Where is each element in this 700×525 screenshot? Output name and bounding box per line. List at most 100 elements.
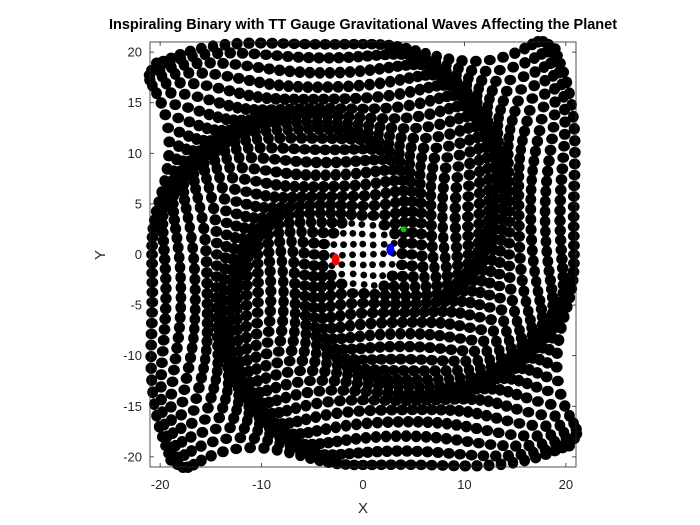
lattice-point (260, 360, 272, 372)
lattice-point (189, 313, 201, 326)
y-tick-label: -5 (130, 298, 142, 313)
lattice-point (404, 459, 417, 470)
lattice-point (302, 426, 315, 439)
lattice-point (391, 445, 403, 457)
lattice-point (514, 252, 526, 264)
lattice-point (245, 151, 258, 164)
binary-body-1-point (331, 253, 340, 266)
lattice-point (392, 416, 404, 428)
lattice-point (538, 88, 551, 100)
lattice-point (544, 144, 557, 156)
lattice-point (281, 404, 293, 417)
lattice-point (550, 361, 563, 373)
lattice-point (483, 395, 494, 408)
lattice-point (300, 319, 312, 331)
lattice-point (424, 328, 436, 341)
lattice-point (438, 241, 450, 254)
lattice-point (271, 394, 283, 407)
lattice-point (316, 375, 329, 386)
lattice-point (426, 404, 438, 416)
lattice-point (201, 298, 214, 310)
lattice-point (437, 182, 449, 194)
lattice-point (458, 284, 470, 297)
lattice-point (329, 343, 341, 355)
lattice-point (427, 251, 439, 264)
lattice-point (374, 63, 386, 75)
lattice-point (307, 302, 320, 313)
lattice-point (409, 45, 421, 57)
lattice-point (526, 93, 539, 104)
lattice-point (463, 309, 476, 321)
lattice-point (278, 275, 289, 288)
lattice-point (325, 279, 337, 292)
lattice-point (449, 222, 461, 234)
lattice-point (556, 253, 568, 265)
lattice-point (529, 66, 541, 78)
lattice-point (568, 180, 581, 192)
lattice-point (490, 75, 502, 87)
lattice-point (310, 339, 322, 351)
lattice-point (324, 199, 337, 211)
lattice-point (555, 174, 568, 186)
lattice-point (294, 216, 306, 229)
lattice-point (460, 275, 472, 287)
lattice-point (283, 103, 296, 115)
lattice-point (209, 69, 222, 80)
lattice-point (185, 431, 197, 443)
lattice-point (146, 277, 159, 288)
lattice-point (405, 186, 418, 197)
lattice-point (475, 324, 488, 336)
lattice-point (428, 152, 441, 164)
lattice-point (400, 298, 412, 310)
lattice-point (185, 417, 198, 429)
lattice-point (300, 156, 313, 168)
lattice-point (201, 267, 213, 279)
lattice-point (369, 288, 381, 301)
lattice-point (425, 354, 438, 366)
lattice-point (345, 395, 358, 406)
lattice-point (535, 409, 548, 421)
lattice-point (465, 449, 478, 461)
lattice-point (362, 446, 374, 458)
lattice-point (445, 344, 458, 356)
lattice-point (540, 420, 552, 432)
lattice-point (404, 86, 416, 98)
lattice-point (513, 230, 525, 242)
lattice-point (240, 198, 253, 210)
lattice-point (415, 239, 428, 251)
lattice-point (503, 334, 515, 347)
lattice-point (338, 270, 346, 278)
lattice-point (271, 50, 283, 62)
lattice-point (497, 95, 509, 107)
lattice-point (397, 123, 410, 134)
lattice-point (462, 191, 475, 202)
y-axis-label: Y (92, 250, 109, 260)
lattice-point (348, 38, 360, 50)
lattice-point (454, 307, 466, 319)
lattice-point (509, 305, 521, 318)
lattice-point (344, 319, 356, 332)
lattice-point (251, 249, 264, 260)
lattice-point (260, 372, 272, 384)
lattice-point (405, 327, 416, 340)
y-tick-label: -10 (123, 348, 142, 363)
lattice-point (174, 261, 186, 274)
lattice-point (453, 404, 465, 417)
lattice-point (209, 214, 222, 226)
lattice-point (240, 320, 252, 333)
lattice-point (439, 295, 451, 308)
y-tick-label: -20 (123, 449, 142, 464)
lattice-point (525, 193, 537, 206)
lattice-point (254, 76, 266, 89)
lattice-point (452, 364, 463, 377)
lattice-point (450, 241, 463, 254)
lattice-point (567, 211, 580, 223)
lattice-point (206, 436, 219, 448)
lattice-point (357, 103, 369, 114)
lattice-point (344, 66, 356, 78)
lattice-point (435, 317, 446, 329)
lattice-point (430, 296, 442, 308)
lattice-point (392, 101, 404, 113)
lattice-point (305, 191, 318, 203)
lattice-point (398, 216, 410, 229)
